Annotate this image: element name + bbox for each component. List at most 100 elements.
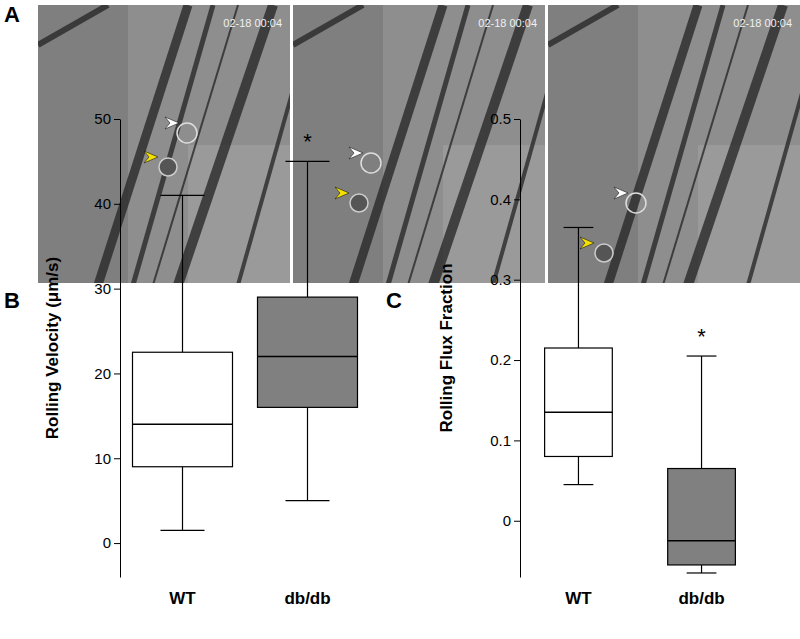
vessel xyxy=(133,5,213,283)
tick: WT xyxy=(169,589,196,608)
tick-mark xyxy=(514,440,520,441)
tick: 0 xyxy=(503,512,520,529)
tick-mark xyxy=(514,360,520,361)
box-body xyxy=(133,352,233,467)
panel-label: C xyxy=(386,288,402,313)
tick: 20 xyxy=(94,365,120,382)
vessel xyxy=(493,65,545,283)
tick-mark xyxy=(114,289,120,290)
box xyxy=(545,227,613,484)
tick: 10 xyxy=(94,450,120,467)
tick: 0.3 xyxy=(490,271,520,288)
whisker xyxy=(701,356,702,468)
whisker-cap xyxy=(161,195,205,196)
y-axis: 0 10 20 30 40 50 xyxy=(94,110,120,577)
category-label: WT xyxy=(565,589,592,608)
whisker-cap xyxy=(564,484,594,485)
axis-title: Rolling Flux Fraction xyxy=(437,263,456,432)
arrowhead xyxy=(335,187,349,199)
tick-label: 0.1 xyxy=(490,432,511,449)
plot-area xyxy=(133,161,358,530)
timestamp: 02-18 00:04 xyxy=(223,17,282,29)
tick-mark xyxy=(114,204,120,205)
tick-label: 50 xyxy=(94,110,111,127)
significance-marker: * xyxy=(303,129,312,154)
box xyxy=(133,195,233,530)
tick: 0 xyxy=(103,534,120,551)
tick-label: 0.4 xyxy=(490,191,511,208)
micrograph: 02-18 00:04 xyxy=(548,5,800,285)
tick-mark xyxy=(514,521,520,522)
tick-mark xyxy=(114,543,120,544)
box-chart: 01020304050Rolling Velocity (μm/s)WTdb/d… xyxy=(43,110,358,608)
median xyxy=(668,540,736,542)
axis-line xyxy=(520,120,521,578)
vessel xyxy=(548,5,618,45)
vessel xyxy=(38,5,108,45)
box xyxy=(258,161,358,500)
median xyxy=(545,412,613,414)
cell xyxy=(350,194,368,212)
axis-line xyxy=(120,120,121,578)
vessel xyxy=(748,65,800,283)
tick-label: 20 xyxy=(94,365,111,382)
tick: 30 xyxy=(94,280,120,297)
arrowhead xyxy=(580,237,594,249)
whisker-cap xyxy=(161,530,205,531)
tick-mark xyxy=(514,119,520,120)
tick-mark xyxy=(114,119,120,120)
significance-marker: * xyxy=(697,324,706,349)
tick: 0.5 xyxy=(490,110,520,127)
figure: ABC02-18 00:0402-18 00:0402-18 00:040102… xyxy=(0,0,800,639)
vessel xyxy=(643,5,723,283)
whisker xyxy=(307,407,308,500)
tick-mark xyxy=(514,199,520,200)
whisker xyxy=(578,456,579,484)
whisker xyxy=(182,195,183,352)
whisker xyxy=(182,467,183,531)
whisker xyxy=(578,227,579,348)
box xyxy=(668,356,736,573)
tick: db/db xyxy=(678,589,724,608)
cell xyxy=(361,153,381,173)
whisker-cap xyxy=(564,227,594,228)
whisker xyxy=(701,565,702,573)
box-body xyxy=(258,297,358,407)
vessel xyxy=(238,65,290,283)
x-axis: WT db/db xyxy=(169,589,330,608)
micrograph: 02-18 00:04 xyxy=(38,5,300,285)
plot-area xyxy=(545,227,736,573)
whisker xyxy=(307,161,308,297)
whisker-cap xyxy=(286,161,330,162)
arrowhead xyxy=(349,147,363,159)
x-axis: WT db/db xyxy=(565,589,724,608)
tick-mark xyxy=(514,280,520,281)
tick-label: 30 xyxy=(94,280,111,297)
arrowhead xyxy=(165,117,179,129)
vessel xyxy=(388,5,468,283)
tick-label: 0 xyxy=(503,512,511,529)
median xyxy=(133,424,233,426)
tick-label: 40 xyxy=(94,195,111,212)
whisker-cap xyxy=(687,355,717,356)
tick-label: 0.2 xyxy=(490,351,511,368)
vessel xyxy=(153,5,238,283)
cell xyxy=(177,123,197,143)
tick: 40 xyxy=(94,195,120,212)
y-axis: 0 0.1 0.2 0.3 0.4 0.5 xyxy=(490,110,520,577)
tick-label: 0.3 xyxy=(490,271,511,288)
box-body xyxy=(668,469,736,565)
cell xyxy=(159,158,177,176)
tick-label: 10 xyxy=(94,450,111,467)
micrograph: 02-18 00:04 xyxy=(293,5,555,285)
tick-mark xyxy=(114,458,120,459)
arrowhead xyxy=(144,151,158,163)
vessel xyxy=(663,5,748,283)
cell xyxy=(595,244,613,262)
tick: db/db xyxy=(284,589,330,608)
category-label: WT xyxy=(169,589,196,608)
category-label: db/db xyxy=(678,589,724,608)
tick-label: 0.5 xyxy=(490,110,511,127)
arrowhead xyxy=(614,187,628,199)
cell xyxy=(626,193,646,213)
